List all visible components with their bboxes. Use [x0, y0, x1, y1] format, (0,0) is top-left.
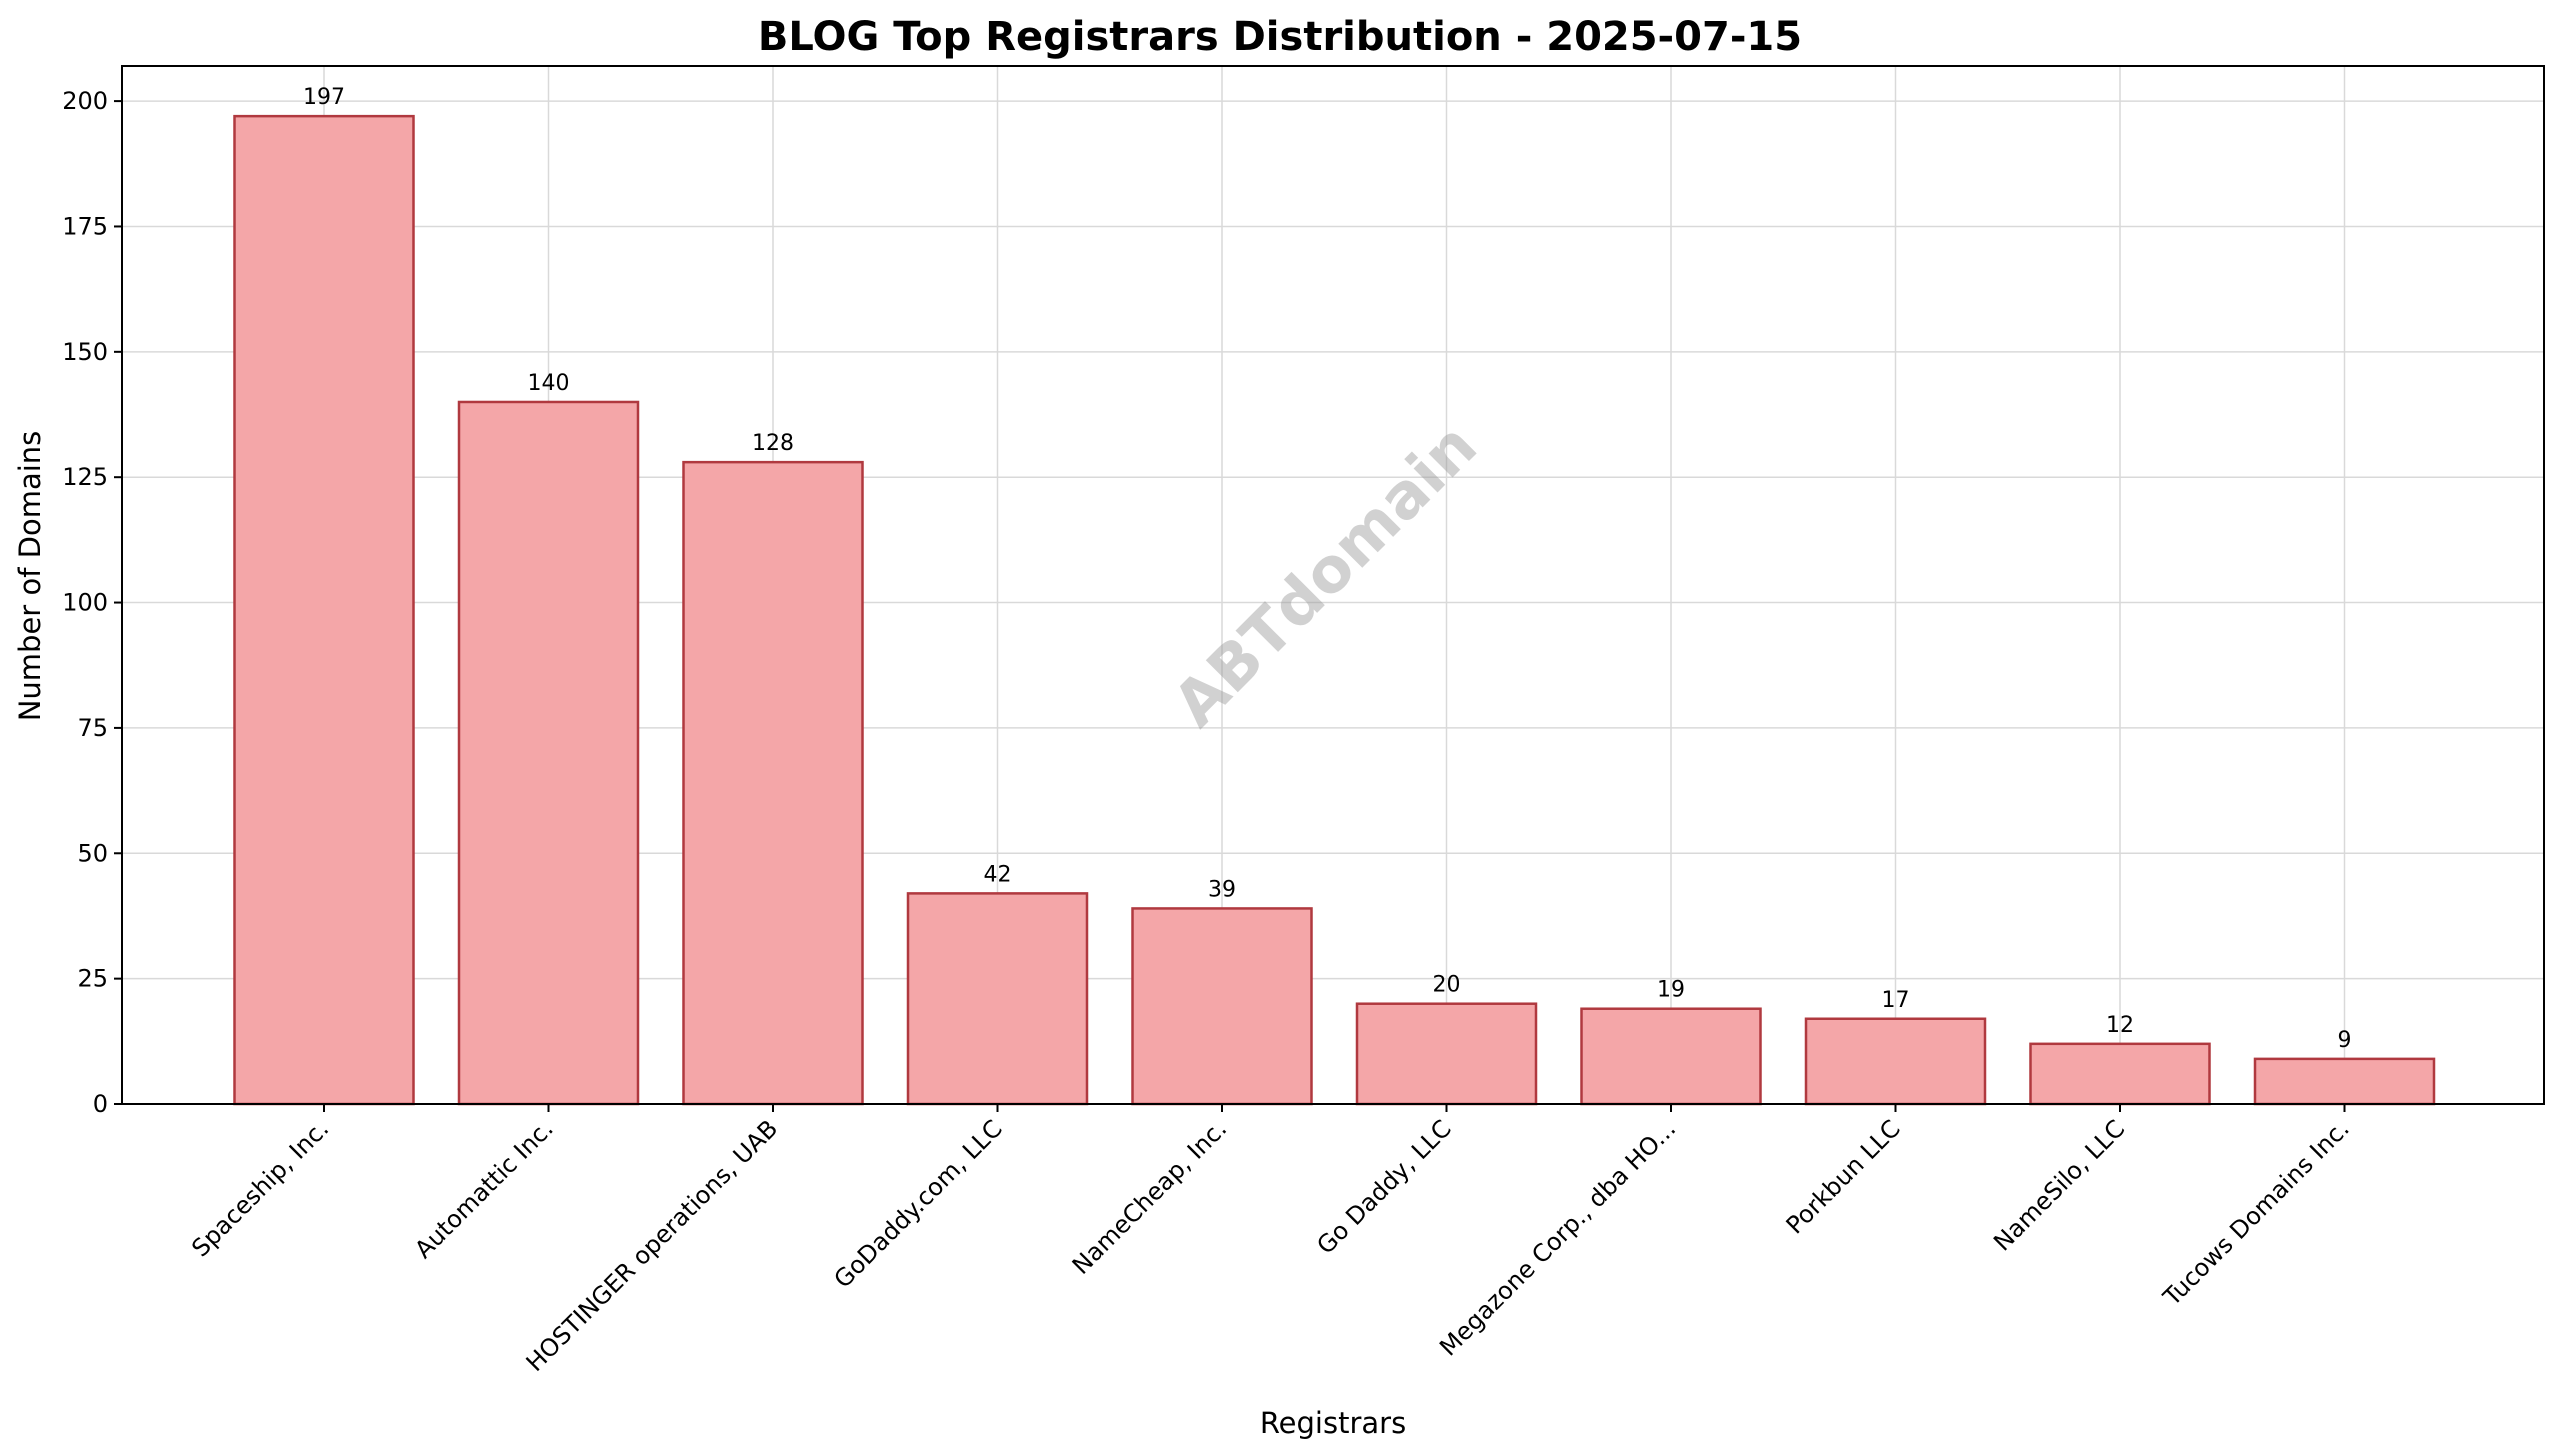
y-tick-label: 100 [62, 589, 108, 617]
plot-area-frame [121, 65, 2545, 1105]
bars [233, 114, 2436, 1106]
bar [457, 400, 640, 1106]
bar [1580, 1007, 1762, 1106]
x-axis-ticks: Spaceship, Inc. Automattic Inc.HOSTINGER … [186, 1104, 2355, 1377]
bar [682, 460, 864, 1106]
y-tick-label: 175 [62, 212, 108, 240]
y-tick-label: 200 [62, 87, 108, 115]
y-axis-label: Number of Domains [13, 431, 47, 722]
bar-value-label: 197 [303, 85, 345, 110]
watermark-text: ABTdomain [1159, 409, 1491, 741]
chart-title: BLOG Top Registrars Distribution - 2025-… [758, 14, 1802, 60]
y-tick-label: 0 [93, 1090, 108, 1118]
x-tick-label: Spaceship, Inc. [186, 1114, 334, 1262]
bar [1131, 907, 1313, 1106]
bar-value-label: 17 [1882, 988, 1910, 1013]
y-axis-ticks: 0 25 50 75 100 125 150 175 200 [62, 87, 122, 1118]
y-tick-label: 125 [62, 463, 108, 491]
y-tick-label: 25 [77, 965, 108, 993]
bar-value-label: 12 [2106, 1013, 2134, 1038]
x-tick-label: Megazone Corp., dba HO... [1434, 1114, 1681, 1361]
bar [1804, 1017, 1987, 1106]
bar-value-label: 42 [984, 862, 1012, 887]
x-tick-label: Automattic Inc. [409, 1114, 558, 1263]
bar-value-label: 19 [1657, 978, 1685, 1003]
x-tick-label: HOSTINGER operations, UAB [521, 1114, 784, 1377]
bar [906, 892, 1089, 1106]
bar-value-label: 128 [752, 431, 794, 456]
bar [1355, 1002, 1538, 1106]
y-tick-label: 50 [77, 839, 108, 867]
x-tick-label: Tucows Domains Inc. [2157, 1114, 2354, 1311]
x-tick-label: NameSilo, LLC [1988, 1114, 2130, 1256]
bar [2253, 1057, 2436, 1106]
x-tick-label: GoDaddy.com, LLC [829, 1114, 1008, 1293]
data-labels: 197 140 128 42 39 20 19 17 12 9 [303, 85, 2352, 1053]
bar-value-label: 140 [528, 371, 570, 396]
y-tick-label: 75 [77, 714, 108, 742]
x-tick-label: Go Daddy, LLC [1311, 1114, 1456, 1259]
bar-value-label: 20 [1433, 973, 1461, 998]
bar [233, 114, 415, 1106]
x-tick-label: NameCheap, Inc. [1067, 1114, 1232, 1279]
bar [2029, 1042, 2211, 1106]
bar-value-label: 39 [1208, 877, 1236, 902]
x-tick-label: Porkbun LLC [1781, 1114, 1906, 1239]
bar-value-label: 9 [2338, 1028, 2352, 1053]
y-tick-label: 150 [62, 338, 108, 366]
x-axis-label: Registrars [1260, 1406, 1406, 1440]
